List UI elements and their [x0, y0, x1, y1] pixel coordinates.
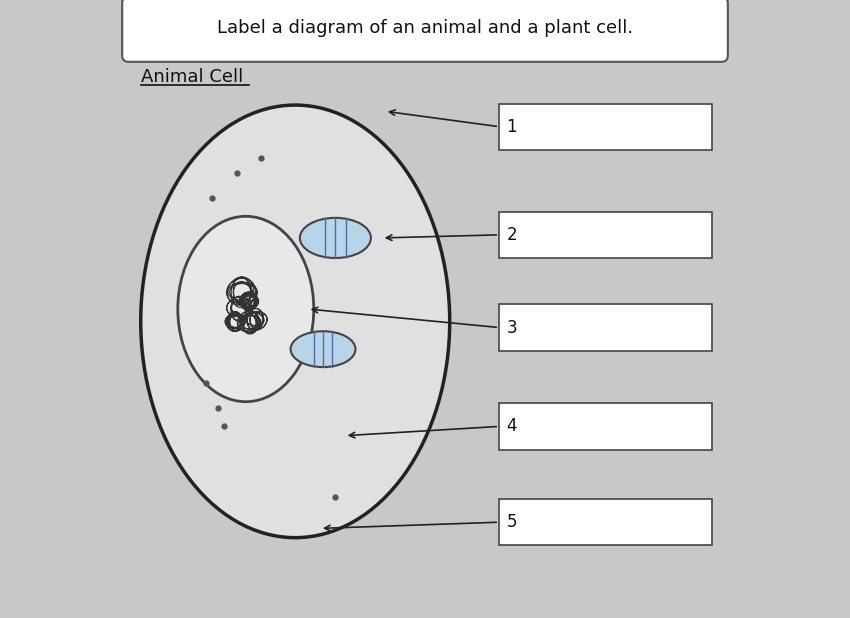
Ellipse shape — [291, 331, 355, 367]
FancyBboxPatch shape — [499, 305, 712, 351]
Text: 3: 3 — [507, 318, 517, 337]
Ellipse shape — [300, 218, 371, 258]
FancyBboxPatch shape — [499, 104, 712, 150]
Text: Animal Cell: Animal Cell — [141, 68, 243, 87]
FancyBboxPatch shape — [499, 404, 712, 450]
Text: 2: 2 — [507, 226, 517, 244]
FancyBboxPatch shape — [499, 499, 712, 546]
Ellipse shape — [141, 105, 450, 538]
Text: 1: 1 — [507, 117, 517, 136]
Text: 5: 5 — [507, 513, 517, 531]
FancyBboxPatch shape — [499, 212, 712, 258]
Text: Label a diagram of an animal and a plant cell.: Label a diagram of an animal and a plant… — [217, 19, 633, 37]
Text: 4: 4 — [507, 417, 517, 436]
Ellipse shape — [178, 216, 314, 402]
FancyBboxPatch shape — [122, 0, 728, 62]
